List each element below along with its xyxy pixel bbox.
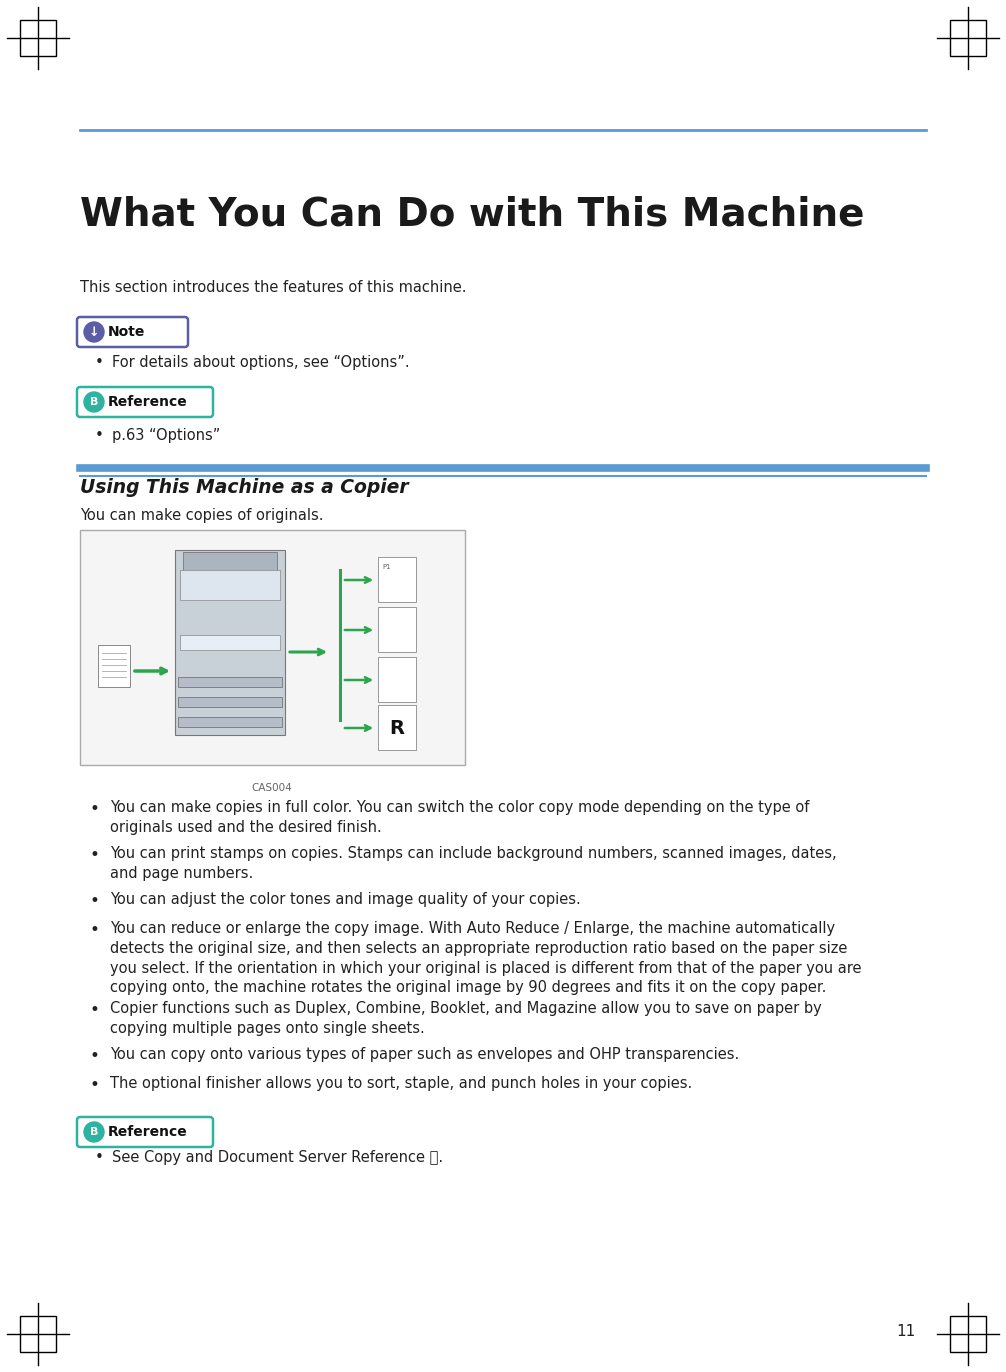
Text: CAS004: CAS004 <box>252 783 293 793</box>
Text: You can make copies in full color. You can switch the color copy mode depending : You can make copies in full color. You c… <box>110 800 810 834</box>
Bar <box>378 606 416 652</box>
Circle shape <box>83 392 104 412</box>
Text: R: R <box>389 719 404 738</box>
Circle shape <box>83 1122 104 1142</box>
Text: The optional finisher allows you to sort, staple, and punch holes in your copies: The optional finisher allows you to sort… <box>110 1076 692 1091</box>
FancyBboxPatch shape <box>77 387 213 417</box>
Text: p.63 “Options”: p.63 “Options” <box>112 428 220 443</box>
Text: 11: 11 <box>896 1324 916 1339</box>
Text: You can make copies of originals.: You can make copies of originals. <box>80 508 324 523</box>
Text: •: • <box>90 847 100 864</box>
Bar <box>98 645 130 687</box>
Text: You can print stamps on copies. Stamps can include background numbers, scanned i: You can print stamps on copies. Stamps c… <box>110 847 837 881</box>
Text: •: • <box>95 1150 104 1165</box>
Bar <box>180 569 280 600</box>
Bar <box>80 530 465 766</box>
Text: •: • <box>90 921 100 938</box>
Text: P1: P1 <box>382 564 390 569</box>
Bar <box>378 705 416 750</box>
Text: B: B <box>90 1126 99 1137</box>
Text: •: • <box>95 428 104 443</box>
Bar <box>178 718 282 727</box>
Bar <box>378 657 416 702</box>
Text: You can adjust the color tones and image quality of your copies.: You can adjust the color tones and image… <box>110 892 580 907</box>
Text: •: • <box>95 355 104 370</box>
Text: This section introduces the features of this machine.: This section introduces the features of … <box>80 280 467 295</box>
Text: B: B <box>90 397 99 407</box>
Text: Note: Note <box>108 325 146 339</box>
Text: •: • <box>90 1002 100 1019</box>
Text: Copier functions such as Duplex, Combine, Booklet, and Magazine allow you to sav: Copier functions such as Duplex, Combine… <box>110 1002 822 1036</box>
Circle shape <box>83 322 104 342</box>
Bar <box>183 552 277 572</box>
Text: Reference: Reference <box>108 395 188 409</box>
Bar <box>178 676 282 687</box>
Text: •: • <box>90 800 100 818</box>
Text: Reference: Reference <box>108 1125 188 1139</box>
FancyBboxPatch shape <box>77 317 188 347</box>
Bar <box>378 557 416 602</box>
Bar <box>178 697 282 707</box>
Text: •: • <box>90 1076 100 1093</box>
FancyBboxPatch shape <box>77 1117 213 1147</box>
Bar <box>180 635 280 650</box>
Text: What You Can Do with This Machine: What You Can Do with This Machine <box>80 195 864 233</box>
Text: You can copy onto various types of paper such as envelopes and OHP transparencie: You can copy onto various types of paper… <box>110 1047 739 1062</box>
Text: See Copy and Document Server Reference Ⓢ.: See Copy and Document Server Reference Ⓢ… <box>112 1150 443 1165</box>
Bar <box>175 550 285 735</box>
Text: You can reduce or enlarge the copy image. With Auto Reduce / Enlarge, the machin: You can reduce or enlarge the copy image… <box>110 921 861 996</box>
Text: •: • <box>90 1047 100 1065</box>
Text: For details about options, see “Options”.: For details about options, see “Options”… <box>112 355 409 370</box>
Text: Using This Machine as a Copier: Using This Machine as a Copier <box>80 477 408 497</box>
Text: ↓: ↓ <box>89 325 100 339</box>
Text: •: • <box>90 892 100 910</box>
